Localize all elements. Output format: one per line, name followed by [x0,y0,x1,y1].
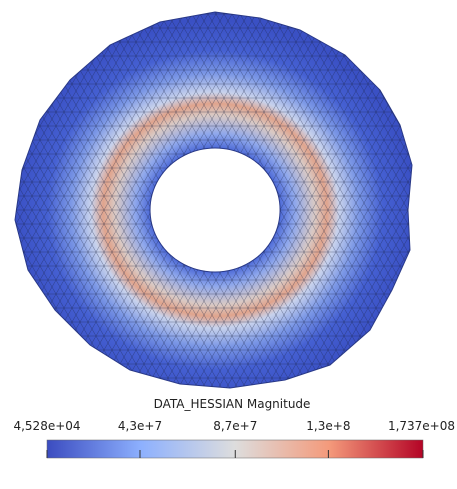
tick-label: 4,3e+7 [118,419,162,433]
tick-label: 1,3e+8 [306,419,350,433]
tick-label: 1,737e+08 [388,419,455,433]
torus-mesh [14,11,413,389]
tick-label: 8,7e+7 [213,419,257,433]
tick-label: 4,528e+04 [13,419,80,433]
colorbar-title: DATA_HESSIAN Magnitude [154,397,311,411]
colorbar-ticks: 4,528e+04 4,3e+7 8,7e+7 1,3e+8 1,737e+08 [13,419,455,458]
